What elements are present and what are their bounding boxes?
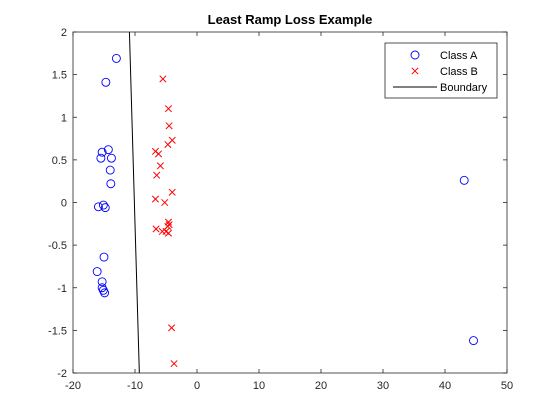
class-a-point	[105, 165, 115, 175]
x-tick-label: 50	[501, 380, 513, 392]
class-a-point	[106, 153, 116, 163]
class-a-point	[98, 285, 108, 295]
class-b-point	[168, 324, 176, 332]
legend-label: Class A	[440, 50, 478, 62]
y-tick-label: -1.5	[48, 325, 67, 337]
y-tick-label: -0.5	[48, 240, 67, 252]
x-tick-label: 20	[315, 380, 327, 392]
class-b-point	[152, 225, 160, 233]
x-tick-label: 30	[377, 380, 389, 392]
class-b-point	[159, 75, 167, 83]
class-a-point	[100, 203, 110, 213]
class-a-point	[97, 277, 107, 287]
legend-label: Boundary	[440, 82, 488, 94]
class-a-point	[96, 153, 106, 163]
class-b-point	[165, 122, 173, 130]
legend-item: Class A	[410, 50, 478, 62]
boundary-line	[128, 31, 140, 374]
class-a-point	[106, 179, 116, 189]
data-marks	[92, 31, 478, 374]
class-a-point	[459, 175, 469, 185]
x-tick-label: 0	[194, 380, 200, 392]
class-a-point	[99, 252, 109, 262]
x-tick-label: -10	[127, 380, 143, 392]
legend-item: Boundary	[393, 82, 488, 94]
class-a-point	[97, 283, 107, 293]
x-tick-label: 40	[439, 380, 451, 392]
y-tick-label: 1	[61, 112, 67, 124]
class-b-point	[151, 195, 160, 203]
class-a-point	[101, 77, 111, 87]
class-b-point	[164, 105, 173, 113]
class-b-point	[153, 171, 161, 179]
class-a-point	[98, 200, 108, 210]
legend-label: Class B	[440, 66, 478, 78]
class-a-point	[103, 145, 113, 155]
y-tick-label: 2	[61, 27, 67, 39]
y-tick-label: -2	[57, 368, 67, 380]
class-b-point	[155, 150, 163, 158]
legend-box	[384, 42, 498, 99]
y-tick-label: 1.5	[52, 70, 67, 82]
class-a-point	[469, 336, 478, 346]
legend-swatch-marker	[411, 67, 419, 75]
class-b-point	[170, 360, 178, 368]
y-tick-label: -1	[57, 283, 67, 295]
legend-item: Class B	[411, 66, 478, 78]
class-b-point	[164, 222, 172, 230]
x-tick-label: -20	[65, 380, 81, 392]
class-a-point	[93, 202, 103, 212]
class-b-point	[164, 140, 172, 149]
class-a-point	[97, 147, 107, 157]
class-a-point	[111, 53, 121, 63]
class-b-point	[156, 162, 164, 170]
legend: Class A Class B Boundary	[384, 42, 498, 99]
class-a-point	[92, 267, 102, 277]
y-axis: -2 -1.5 -1 -0.5 0 0.5 1 1.5 2	[48, 27, 507, 380]
class-b-point	[164, 229, 173, 237]
chart-title: Least Ramp Loss Example	[208, 12, 373, 27]
x-tick-label: 10	[253, 380, 265, 392]
class-b-point	[168, 188, 176, 196]
legend-swatch-marker	[410, 50, 420, 60]
class-b-point	[161, 198, 169, 207]
class-a-point	[100, 288, 110, 298]
y-tick-label: 0	[61, 198, 67, 210]
y-tick-label: 0.5	[52, 155, 67, 167]
x-axis: -20 -10 0 10 20 30 40 50	[65, 32, 513, 392]
